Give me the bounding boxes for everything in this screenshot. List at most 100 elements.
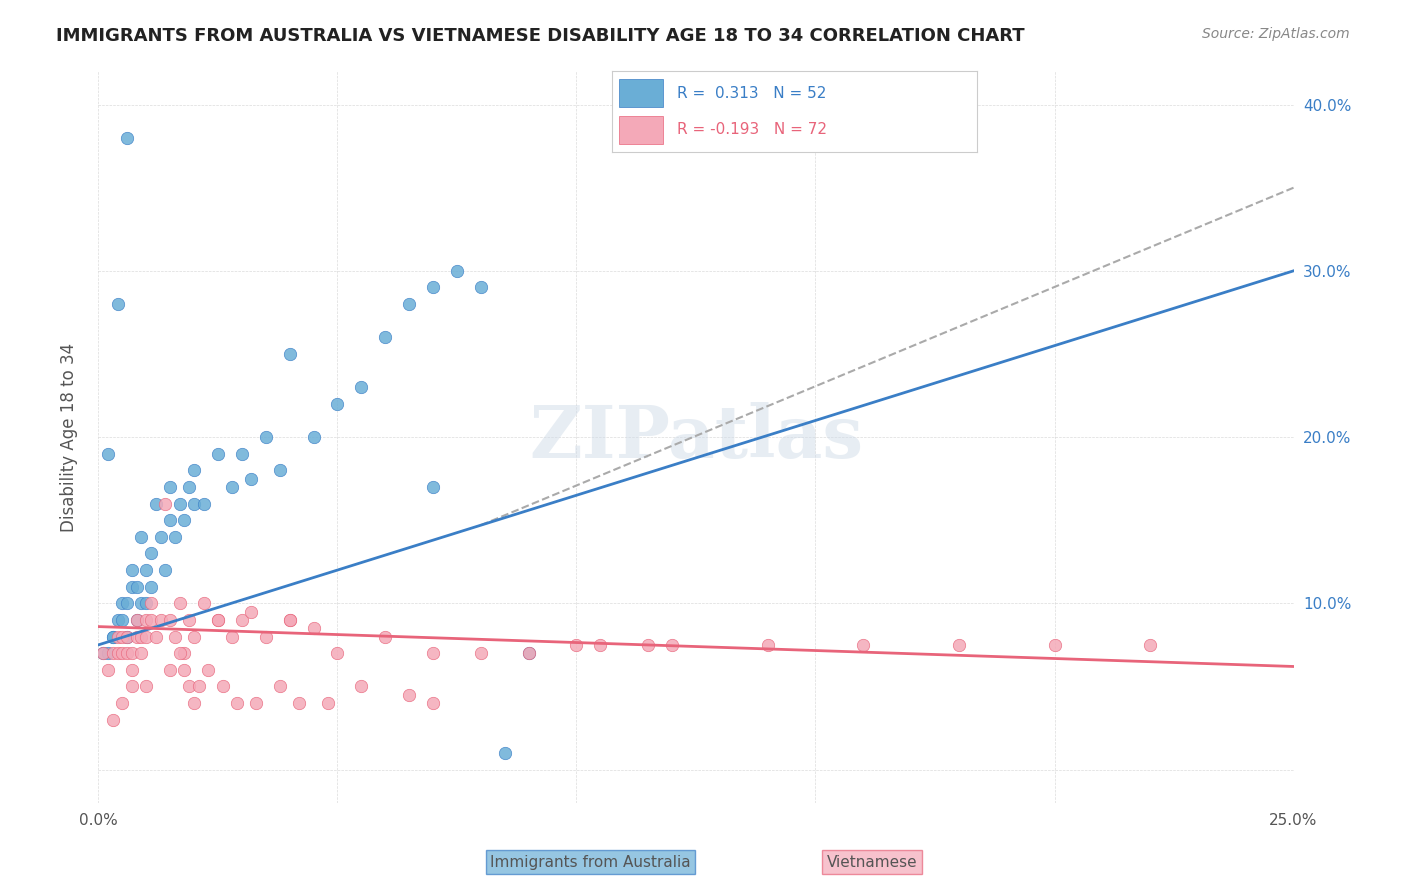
Point — [159, 513, 181, 527]
Point — [565, 638, 588, 652]
Text: IMMIGRANTS FROM AUSTRALIA VS VIETNAMESE DISABILITY AGE 18 TO 34 CORRELATION CHAR: IMMIGRANTS FROM AUSTRALIA VS VIETNAMESE … — [56, 27, 1025, 45]
Point — [278, 347, 301, 361]
Point — [374, 330, 396, 344]
Point — [131, 530, 153, 544]
Point — [1139, 638, 1161, 652]
Point — [111, 696, 134, 710]
Point — [326, 397, 349, 411]
Point — [121, 563, 143, 577]
Point — [135, 596, 157, 610]
Point — [111, 646, 134, 660]
Point — [135, 563, 157, 577]
Point — [207, 613, 229, 627]
Point — [155, 563, 177, 577]
Point — [661, 638, 683, 652]
Point — [131, 596, 153, 610]
Point — [173, 646, 195, 660]
Point — [207, 447, 229, 461]
Point — [125, 613, 148, 627]
Point — [145, 630, 167, 644]
Point — [139, 596, 162, 610]
Point — [278, 613, 301, 627]
Point — [422, 480, 444, 494]
Point — [173, 513, 195, 527]
Point — [288, 696, 311, 710]
Point — [169, 497, 191, 511]
Point — [254, 630, 277, 644]
Point — [852, 638, 875, 652]
Text: Immigrants from Australia: Immigrants from Australia — [491, 855, 690, 870]
Point — [169, 596, 191, 610]
Y-axis label: Disability Age 18 to 34: Disability Age 18 to 34 — [59, 343, 77, 532]
Point — [91, 646, 114, 660]
Point — [254, 430, 277, 444]
Point — [91, 646, 114, 660]
Point — [350, 680, 373, 694]
Point — [159, 613, 181, 627]
Point — [107, 297, 129, 311]
Text: ZIPatlas: ZIPatlas — [529, 401, 863, 473]
Point — [101, 713, 124, 727]
Point — [125, 630, 148, 644]
Point — [187, 680, 209, 694]
Point — [125, 580, 148, 594]
Point — [97, 663, 120, 677]
Point — [131, 646, 153, 660]
Point — [179, 613, 201, 627]
Bar — [619, 79, 662, 108]
Point — [302, 430, 325, 444]
Point — [101, 630, 124, 644]
Text: R = -0.193   N = 72: R = -0.193 N = 72 — [678, 122, 827, 137]
Point — [207, 613, 229, 627]
Point — [101, 630, 124, 644]
Point — [149, 613, 172, 627]
Point — [111, 596, 134, 610]
Point — [589, 638, 612, 652]
Point — [494, 746, 516, 760]
Point — [97, 646, 120, 660]
Point — [517, 646, 540, 660]
Point — [139, 546, 162, 560]
Point — [183, 630, 205, 644]
Point — [115, 630, 138, 644]
Point — [316, 696, 339, 710]
Point — [183, 696, 205, 710]
Point — [101, 646, 124, 660]
Point — [139, 580, 162, 594]
Text: Vietnamese: Vietnamese — [827, 855, 917, 870]
Point — [278, 613, 301, 627]
Point — [145, 497, 167, 511]
Point — [121, 680, 143, 694]
Point — [948, 638, 970, 652]
Point — [173, 663, 195, 677]
Point — [446, 264, 468, 278]
Point — [193, 596, 215, 610]
Point — [756, 638, 779, 652]
Point — [111, 630, 134, 644]
Point — [211, 680, 233, 694]
Point — [240, 472, 263, 486]
Point — [231, 447, 253, 461]
Point — [159, 663, 181, 677]
Point — [422, 280, 444, 294]
Point — [231, 613, 253, 627]
Point — [221, 480, 243, 494]
Point — [115, 646, 138, 660]
Point — [245, 696, 267, 710]
Point — [135, 630, 157, 644]
Point — [398, 688, 420, 702]
Bar — [619, 116, 662, 144]
Point — [115, 630, 138, 644]
Point — [163, 630, 186, 644]
Point — [269, 463, 291, 477]
Point — [139, 613, 162, 627]
Point — [470, 646, 492, 660]
Point — [1043, 638, 1066, 652]
Point — [517, 646, 540, 660]
Point — [374, 630, 396, 644]
Point — [637, 638, 659, 652]
Point — [121, 646, 143, 660]
Point — [107, 646, 129, 660]
Point — [179, 480, 201, 494]
Point — [159, 480, 181, 494]
